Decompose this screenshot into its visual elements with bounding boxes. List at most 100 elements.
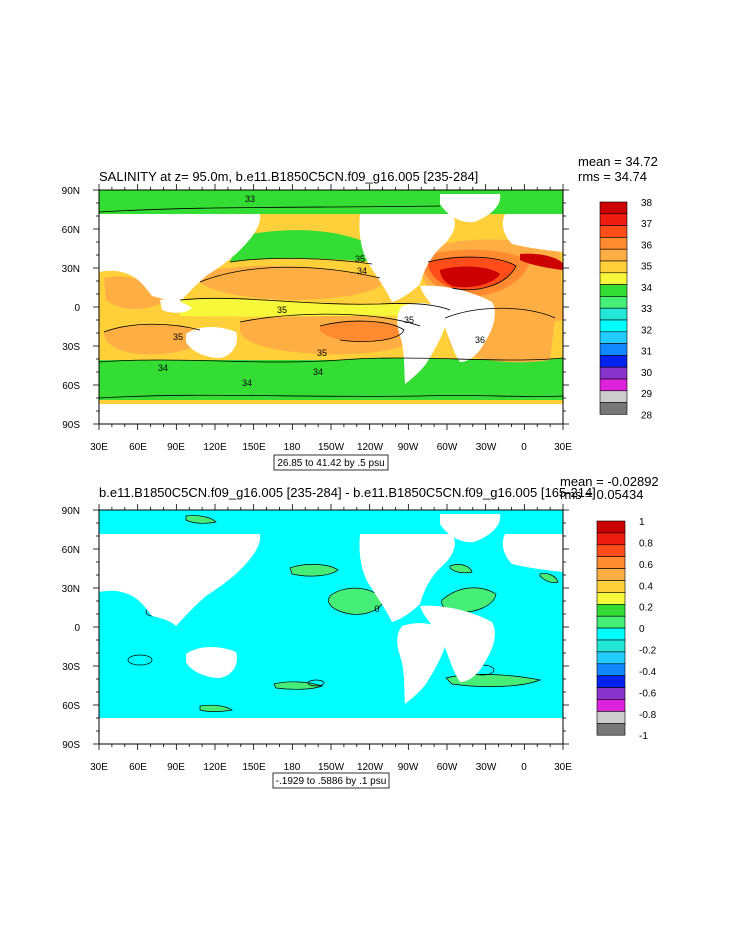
panel-title: SALINITY at z= 95.0m, b.e11.B1850C5CN.f0…: [99, 169, 478, 184]
colorbar-label: 0.2: [639, 603, 653, 614]
lon-label: 150E: [242, 442, 266, 453]
land-north-america: [359, 214, 455, 302]
colorbar-swatch: [599, 366, 628, 380]
colorbar-swatch: [596, 687, 626, 700]
colorbar-swatch: [599, 272, 628, 285]
contour-label: 34: [158, 363, 168, 373]
lon-label: 150W: [318, 762, 345, 773]
anomaly-patch: [185, 515, 217, 524]
land-australia: [186, 647, 238, 678]
anomaly-patch: [199, 704, 233, 712]
contour-label: 35: [173, 332, 183, 342]
lon-label: 120E: [203, 762, 227, 773]
land-africa: [420, 605, 495, 682]
contour-line: [99, 205, 441, 213]
lat-label: 90S: [62, 420, 80, 431]
colorbar-label: 0.8: [639, 538, 653, 549]
land-greenland: [440, 514, 501, 543]
lon-labels: 30E 60E 90E 120E 150E 180 150W 120W 90W …: [90, 442, 572, 453]
lon-label: 60E: [129, 442, 147, 453]
tick-marks: [93, 504, 569, 750]
lon-label: 60W: [437, 762, 458, 773]
lat-label: 30S: [62, 662, 80, 673]
lon-label: 0: [521, 762, 527, 773]
lat-labels: 90N 60N 30N 0 30S 60S 90S: [62, 186, 81, 431]
colorbar-swatch: [599, 319, 628, 333]
colorbar-label: 31: [641, 347, 653, 358]
lat-label: 90N: [62, 506, 80, 517]
colorbar-label: 34: [641, 283, 653, 294]
anomaly-patch: [449, 564, 473, 574]
contour-label: 0: [374, 604, 379, 614]
colorbar-label: 0: [639, 624, 645, 635]
rms-stat: rms = 34.74: [578, 169, 647, 184]
lon-label: 30E: [90, 762, 108, 773]
colorbar-label: -1: [639, 731, 648, 742]
colorbar-swatch: [596, 520, 626, 534]
equatorial-band: [180, 298, 450, 317]
north-atlantic-core: [440, 266, 500, 288]
contour-line: [229, 257, 373, 265]
contour-line: [99, 357, 563, 363]
lon-label: 90E: [167, 442, 185, 453]
land-europe: [502, 534, 563, 572]
colorbar-label: 0.4: [639, 581, 653, 592]
mean-stat: mean = 34.72: [578, 154, 658, 169]
anomaly-patch: [273, 681, 324, 690]
lon-label: 60W: [437, 442, 458, 453]
land-africa: [420, 285, 495, 362]
colorbar-label: 30: [641, 368, 653, 379]
contour-label: 34: [242, 378, 252, 388]
lon-label: 180: [284, 442, 301, 453]
rms-stat: rms = 0.05434: [560, 487, 643, 502]
lat-label: 60N: [62, 225, 80, 236]
difference-panel: b.e11.B1850C5CN.f09_g16.005 [235-284] - …: [62, 474, 659, 789]
mediterranean: [520, 253, 563, 270]
colorbar-swatch: [596, 580, 626, 593]
colorbar-swatch: [596, 544, 626, 557]
colorbar-swatch: [596, 722, 626, 736]
lat-label: 60S: [62, 701, 80, 712]
colorbar-swatch: [599, 248, 628, 262]
land-antarctica: [99, 404, 563, 424]
lon-label: 90E: [167, 762, 185, 773]
colorbar-swatch: [599, 390, 628, 403]
contour-line: [179, 297, 451, 311]
colorbar-swatch: [596, 627, 626, 641]
contour-line: [103, 323, 201, 333]
lon-label: 150W: [318, 442, 345, 453]
colorbar-swatch: [599, 237, 628, 250]
lon-label: 60E: [129, 762, 147, 773]
colorbar-label: -0.2: [639, 646, 657, 657]
contour-label: 33: [245, 194, 255, 204]
colorbar-swatch: [596, 568, 626, 581]
contours: [99, 205, 563, 399]
panel-title: b.e11.B1850C5CN.f09_g16.005 [235-284] - …: [99, 485, 596, 500]
contour-line: [199, 266, 381, 283]
lon-label: 90W: [398, 762, 419, 773]
salinity-map: 33 35 35 35 35 35 36 34 34 34 34: [99, 190, 563, 424]
contour-line: [444, 307, 556, 319]
colorbar-swatch: [596, 639, 626, 653]
colorbar-label: 37: [641, 219, 653, 230]
contour-label: 35: [277, 305, 287, 315]
lon-label: 180: [284, 762, 301, 773]
salinity-panel: SALINITY at z= 95.0m, b.e11.B1850C5CN.f0…: [62, 154, 658, 471]
colorbar-swatch: [599, 355, 628, 368]
colorbar-swatch: [596, 651, 626, 665]
contour-line: [319, 320, 405, 342]
colorbar-swatch: [596, 699, 626, 712]
tick-marks: [93, 184, 569, 430]
colorbar-label: 32: [641, 325, 653, 336]
contour-info: 26.85 to 41.42 by .5 psu: [277, 458, 384, 469]
land: [99, 514, 563, 744]
lat-label: 0: [74, 623, 80, 634]
colorbar-swatch: [596, 532, 626, 546]
contour-line: [239, 313, 421, 327]
lon-label: 30E: [554, 762, 572, 773]
colorbar-swatch: [596, 556, 626, 569]
south-pacific-core: [319, 321, 404, 342]
colorbar-swatch: [599, 201, 628, 215]
lat-label: 60S: [62, 381, 80, 392]
